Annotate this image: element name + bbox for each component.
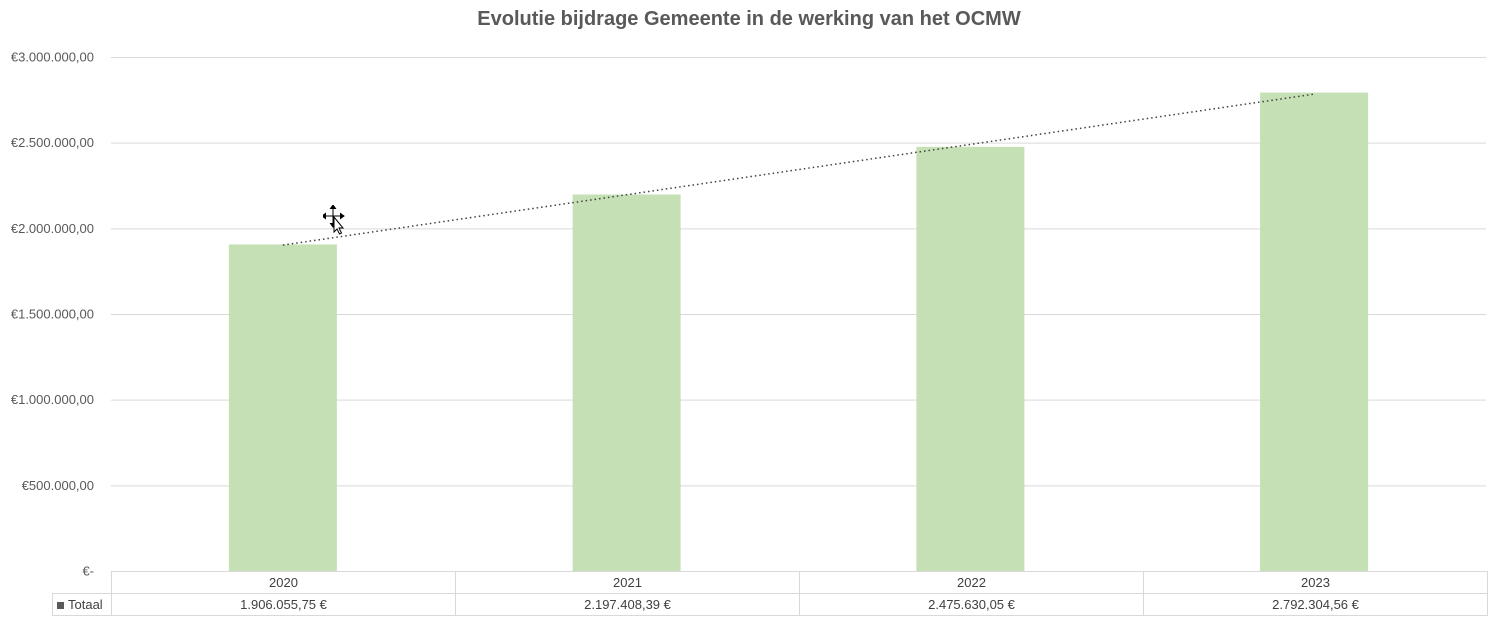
category-label: 2021 bbox=[455, 571, 800, 594]
y-tick-label: €1.500.000,00 bbox=[11, 307, 94, 322]
category-label: 2020 bbox=[111, 571, 456, 594]
data-table-header-row: 2020 2021 2022 2023 bbox=[52, 571, 1488, 594]
data-value-cell: 1.906.055,75 € bbox=[111, 593, 456, 616]
data-value-cell: 2.792.304,56 € bbox=[1143, 593, 1488, 616]
y-tick-label: €500.000,00 bbox=[22, 478, 94, 493]
bar bbox=[1260, 92, 1369, 572]
bar bbox=[572, 194, 681, 572]
y-tick-label: €- bbox=[82, 564, 94, 579]
bar bbox=[228, 244, 337, 571]
y-tick-label: €3.000.000,00 bbox=[11, 50, 94, 65]
category-label: 2022 bbox=[799, 571, 1144, 594]
series-label-cell: Totaal bbox=[52, 593, 112, 616]
move-cursor-icon bbox=[323, 205, 345, 235]
data-table-value-row: Totaal 1.906.055,75 € 2.197.408,39 € 2.4… bbox=[52, 593, 1488, 616]
data-table-corner bbox=[52, 571, 112, 594]
bar bbox=[916, 146, 1025, 572]
data-table: 2020 2021 2022 2023 Totaal 1.906.055,75 … bbox=[52, 571, 1488, 616]
y-tick-label: €2.500.000,00 bbox=[11, 135, 94, 150]
data-value-cell: 2.197.408,39 € bbox=[455, 593, 800, 616]
y-tick-label: €2.000.000,00 bbox=[11, 221, 94, 236]
category-label: 2023 bbox=[1143, 571, 1488, 594]
trendline bbox=[282, 93, 1315, 246]
chart-title: Evolutie bijdrage Gemeente in de werking… bbox=[477, 8, 1021, 30]
data-value-cell: 2.475.630,05 € bbox=[799, 593, 1144, 616]
legend-key bbox=[57, 602, 64, 610]
y-axis-ticks: €- €500.000,00 €1.000.000,00 €1.500.000,00 €… bbox=[11, 50, 94, 579]
series-name: Totaal bbox=[68, 597, 103, 612]
y-tick-label: €1.000.000,00 bbox=[11, 392, 94, 407]
trendline-path bbox=[282, 93, 1315, 246]
bars bbox=[228, 92, 1369, 572]
